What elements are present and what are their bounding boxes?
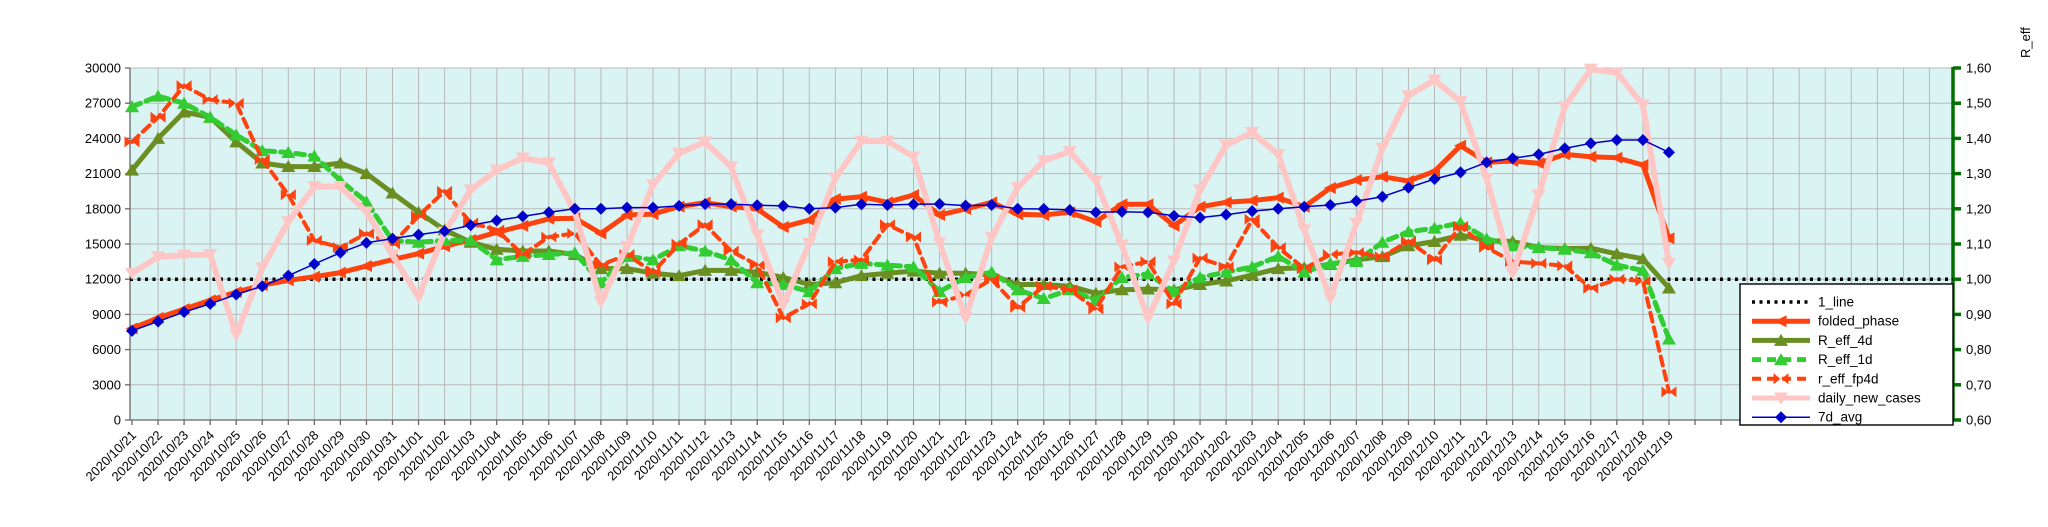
legend-item-r_eff_fp4d: r_eff_fp4d [1752, 371, 1879, 386]
svg-text:0,90: 0,90 [1966, 307, 1991, 322]
gridlines [130, 67, 1953, 421]
svg-text:3000: 3000 [92, 377, 121, 392]
svg-text:6000: 6000 [92, 342, 121, 357]
right-axis-title: R_eff [2018, 27, 2033, 58]
series-daily_new_cases [125, 63, 1676, 342]
svg-text:1_line: 1_line [1818, 295, 1854, 310]
svg-text:1,60: 1,60 [1966, 61, 1991, 76]
svg-text:1,00: 1,00 [1966, 272, 1991, 287]
svg-text:1,20: 1,20 [1966, 201, 1991, 216]
svg-text:1,50: 1,50 [1966, 96, 1991, 111]
legend-item-daily_new_cases: daily_new_cases [1752, 391, 1921, 406]
svg-text:R_eff_4d: R_eff_4d [1818, 333, 1873, 348]
legend-item-7d_avg: 7d_avg [1752, 410, 1862, 425]
legend-item-1_line: 1_line [1752, 295, 1854, 310]
svg-text:15000: 15000 [85, 237, 121, 252]
svg-text:r_eff_fp4d: r_eff_fp4d [1818, 371, 1879, 386]
svg-text:folded_phase: folded_phase [1818, 314, 1899, 329]
svg-text:9000: 9000 [92, 307, 121, 322]
legend-item-folded_phase: folded_phase [1752, 314, 1899, 329]
svg-text:1,40: 1,40 [1966, 131, 1991, 146]
svg-text:30000: 30000 [85, 61, 121, 76]
svg-text:12000: 12000 [85, 272, 121, 287]
svg-text:24000: 24000 [85, 131, 121, 146]
svg-text:27000: 27000 [85, 96, 121, 111]
legend: 1_line folded_phase R_eff_4d R_eff_1d r_eff_… [1739, 283, 1954, 426]
svg-text:0,70: 0,70 [1966, 377, 1991, 392]
legend-item-R_eff_4d: R_eff_4d [1752, 333, 1873, 348]
y-axis-right: 0,60 0,70 0,80 0,90 1,00 1,10 1,20 1,30 1,40 1,50… [1951, 61, 1991, 428]
svg-text:1,30: 1,30 [1966, 166, 1991, 181]
svg-text:0,60: 0,60 [1966, 413, 1991, 428]
svg-text:18000: 18000 [85, 201, 121, 216]
series-7d_avg [126, 134, 1675, 337]
svg-text:1,10: 1,10 [1966, 237, 1991, 252]
svg-text:daily_new_cases: daily_new_cases [1818, 391, 1921, 406]
svg-text:7d_avg: 7d_avg [1818, 410, 1862, 425]
svg-text:21000: 21000 [85, 166, 121, 181]
svg-text:R_eff_1d: R_eff_1d [1818, 352, 1873, 367]
svg-text:0,80: 0,80 [1966, 342, 1991, 357]
legend-item-R_eff_1d: R_eff_1d [1752, 352, 1873, 367]
svg-text:0: 0 [114, 413, 121, 428]
